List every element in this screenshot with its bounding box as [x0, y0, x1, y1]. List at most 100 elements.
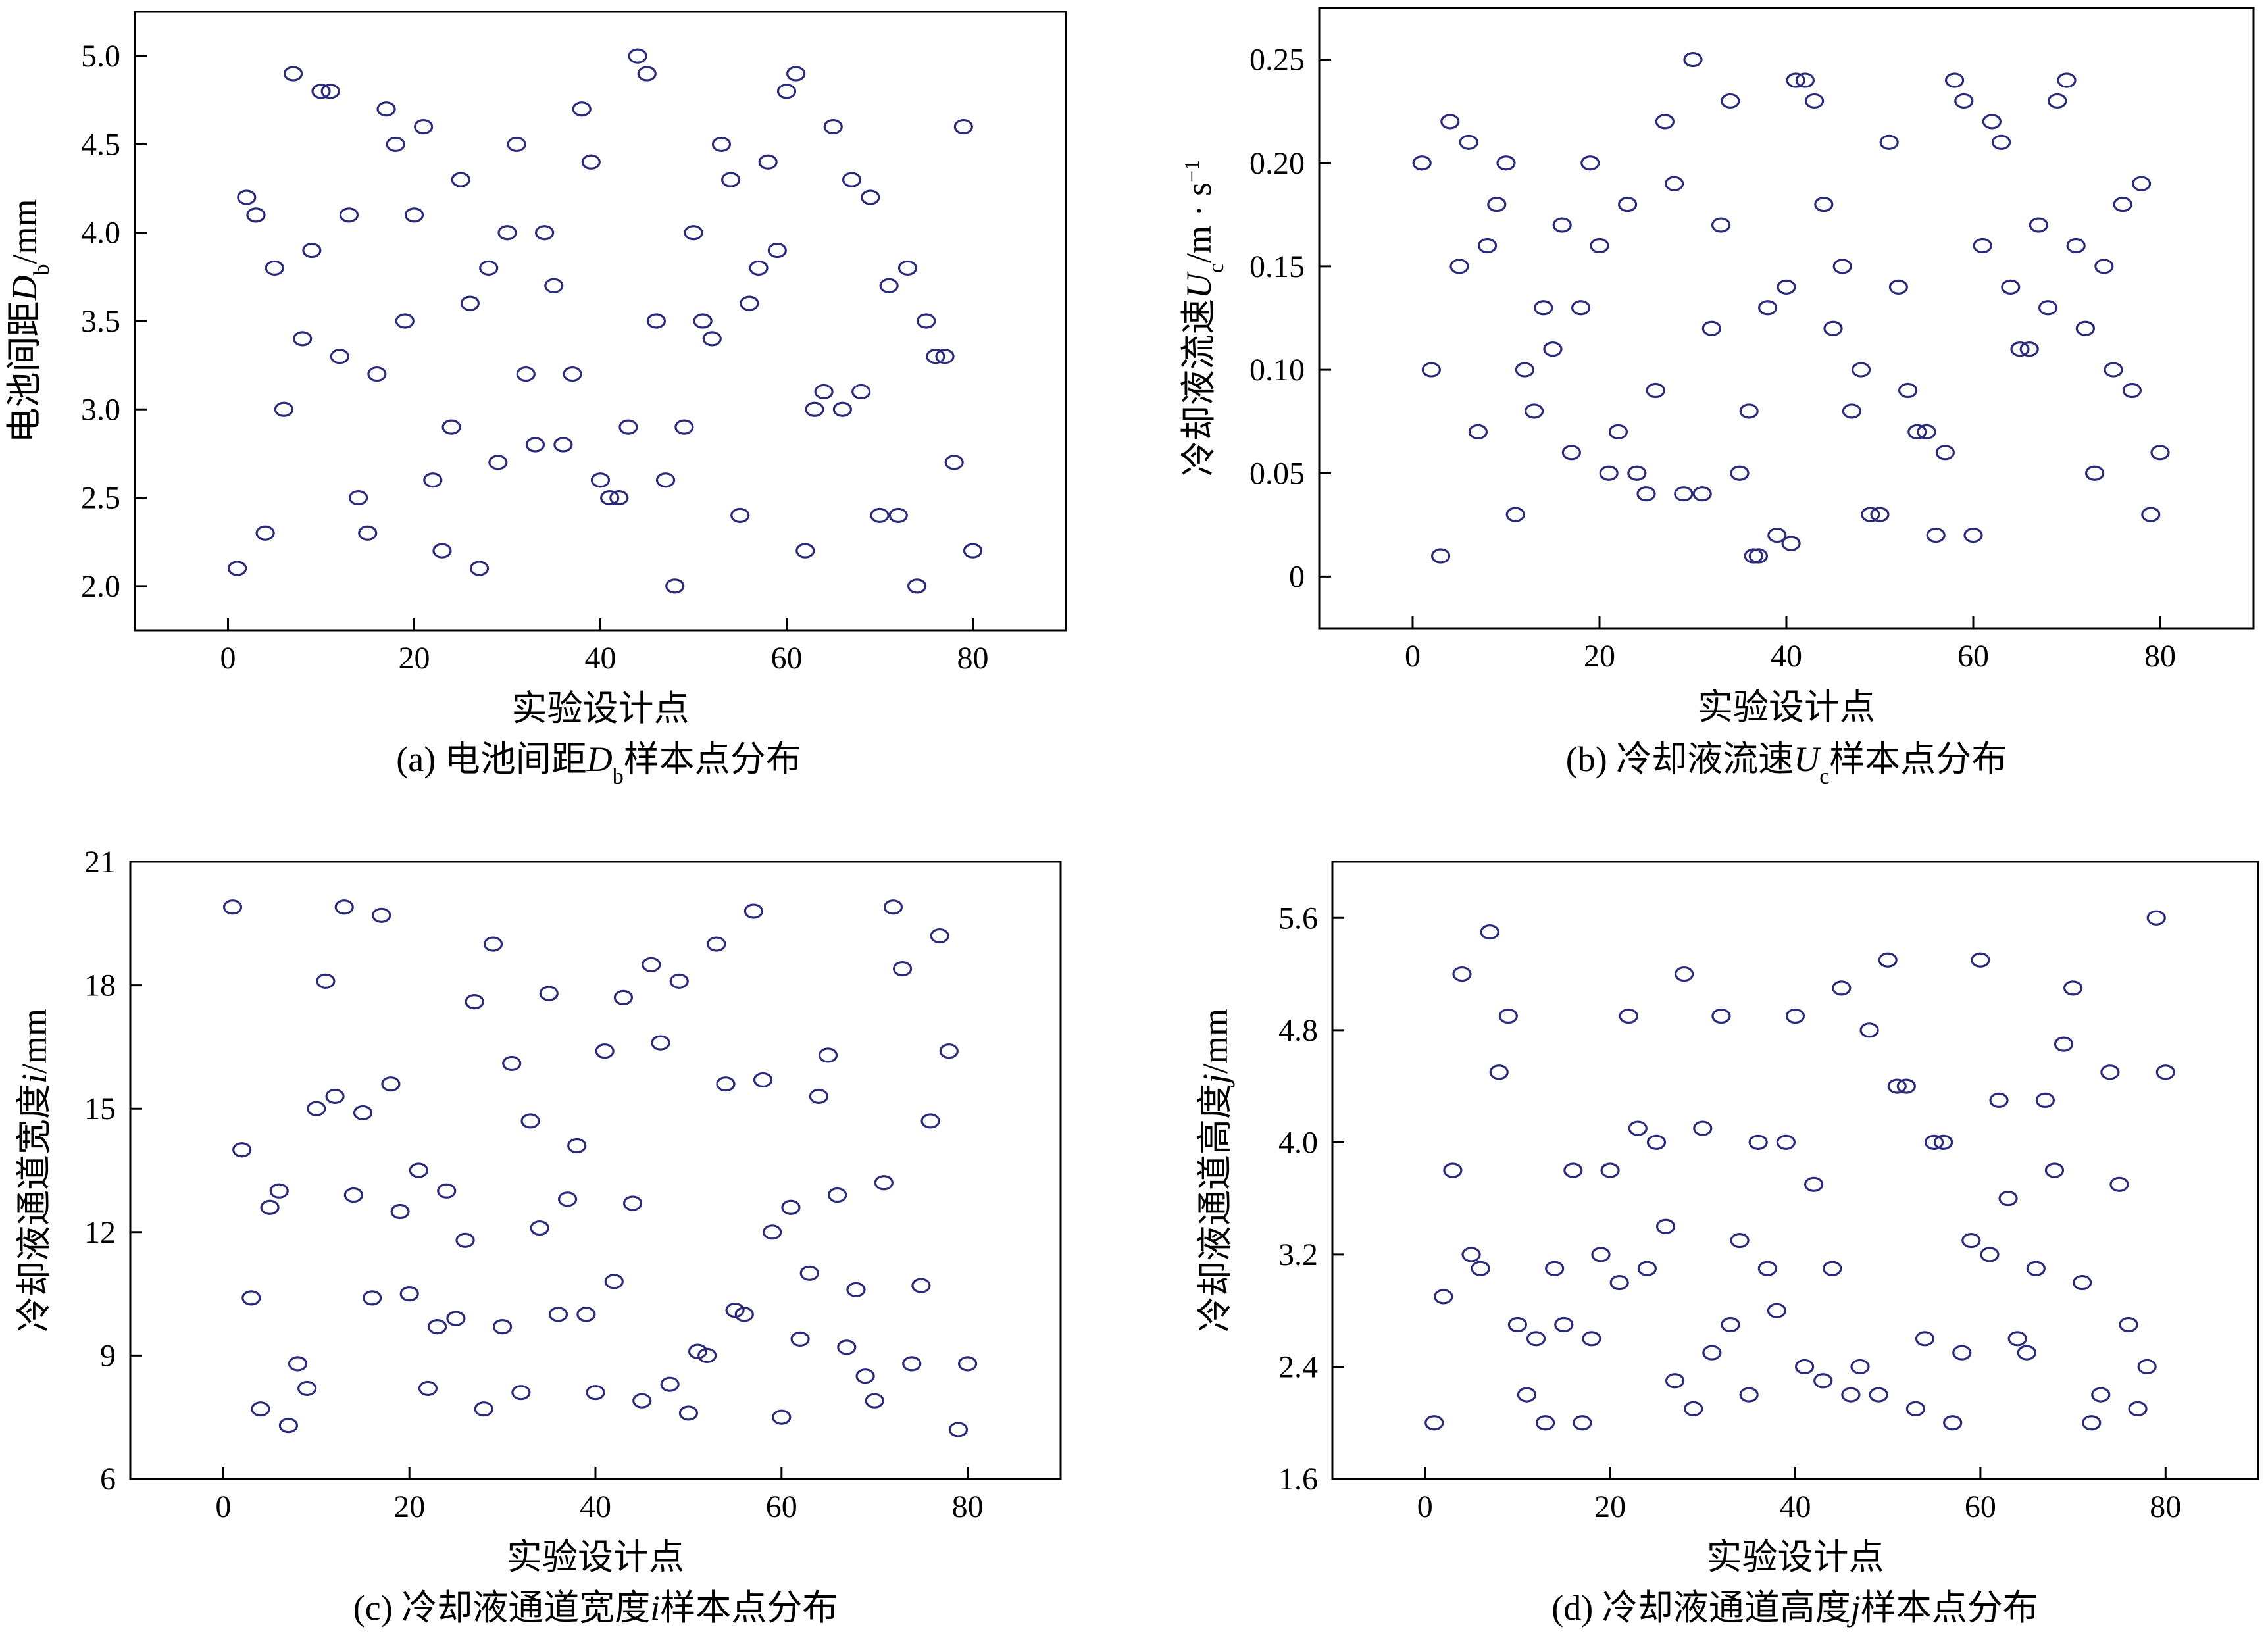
data-point	[688, 1343, 708, 1359]
data-point	[2094, 259, 2114, 274]
data-point	[2137, 1359, 2157, 1375]
x-tick-label: 60	[1965, 1489, 1996, 1524]
data-point	[548, 1307, 568, 1322]
data-point	[1608, 424, 1628, 439]
data-point	[1637, 1261, 1657, 1276]
data-point	[1878, 952, 1898, 968]
data-point	[539, 986, 559, 1001]
data-point	[805, 401, 824, 417]
data-point	[1767, 527, 1787, 543]
data-point	[655, 472, 676, 488]
data-point	[278, 1418, 298, 1434]
panel-caption-prefix: (c) 冷却液通道宽度	[353, 1588, 650, 1628]
data-point	[767, 242, 787, 259]
data-point	[553, 437, 573, 453]
y-tick-label: 2.0	[81, 569, 120, 604]
data-point	[963, 543, 983, 559]
data-point	[1980, 1247, 2000, 1262]
data-point	[740, 295, 759, 311]
data-point	[1468, 424, 1488, 439]
data-point	[711, 136, 732, 153]
y-axis-label: 冷却液流速Uc/m · s−1	[1179, 160, 1228, 476]
data-point	[1721, 93, 1740, 109]
data-point	[758, 154, 778, 170]
data-point	[1580, 155, 1600, 171]
data-point	[2119, 1316, 2138, 1333]
data-point	[1571, 300, 1591, 316]
data-point	[1665, 1373, 1685, 1389]
data-point	[1757, 1261, 1777, 1276]
data-point	[944, 455, 964, 470]
data-point	[855, 1368, 875, 1384]
panel-caption-symbol: i	[650, 1588, 660, 1628]
data-point	[343, 1187, 363, 1203]
panel-b: 0 20 40 60 80 0 0.05 0.10 0.15 0.20 0.25 实验设计点 冷却液流速…	[1179, 7, 2255, 789]
data-point	[1907, 424, 1927, 439]
panel-caption-symbol: U	[1794, 739, 1821, 779]
y-tick-label: 0.20	[1249, 146, 1305, 181]
y-tick-label: 12	[84, 1215, 116, 1250]
data-point	[2010, 341, 2030, 357]
data-point	[1934, 1134, 1953, 1150]
x-tick-label: 60	[1957, 639, 1989, 674]
data-point	[953, 118, 973, 135]
y-axis-label-suffix: /mm	[14, 1009, 54, 1074]
data-point	[246, 207, 266, 223]
y-axis-label: 冷却液通道宽度i/mm	[14, 1009, 54, 1332]
data-point	[367, 366, 387, 382]
x-tick-label: 40	[1771, 639, 1802, 674]
y-tick-label: 0.25	[1249, 43, 1305, 78]
data-point	[1478, 237, 1498, 254]
data-point	[1814, 197, 1834, 212]
data-point	[2066, 237, 2086, 254]
data-point	[1963, 527, 1983, 543]
data-point	[832, 401, 853, 417]
data-point	[516, 366, 536, 382]
data-point	[1440, 114, 1460, 130]
data-point	[1515, 362, 1534, 378]
x-axis-label: 实验设计点	[1698, 687, 1875, 727]
y-tick-label: 18	[84, 968, 116, 1003]
data-point	[572, 101, 592, 117]
data-point	[1599, 465, 1619, 481]
data-point	[511, 1385, 531, 1401]
data-point	[902, 1356, 922, 1372]
data-point	[1804, 1176, 1824, 1192]
data-point	[320, 84, 340, 99]
data-point	[2017, 1345, 2036, 1361]
data-point	[2073, 1274, 2092, 1291]
panel-caption-prefix: (a) 电池间距	[396, 739, 586, 779]
x-tick-label: 80	[952, 1489, 984, 1524]
data-point	[1431, 548, 1451, 564]
panel-caption-subscript: c	[1819, 764, 1829, 789]
data-point	[1998, 1191, 2018, 1207]
panel-caption-suffix: 样本点分布	[660, 1588, 838, 1628]
data-point	[628, 48, 647, 64]
data-point	[222, 899, 243, 915]
data-point	[1905, 1401, 1926, 1417]
x-axis-label: 实验设计点	[1707, 1537, 1884, 1577]
y-tick-label: 4.5	[81, 127, 120, 162]
data-point	[1795, 72, 1815, 88]
y-axis-label-symbol: D	[5, 276, 44, 302]
data-point	[1781, 536, 1801, 551]
data-point	[316, 973, 336, 989]
data-point	[1748, 1134, 1768, 1150]
data-point	[1434, 1289, 1453, 1305]
data-point	[330, 349, 349, 364]
data-point	[363, 1290, 382, 1306]
data-point	[2019, 341, 2039, 357]
data-point	[763, 1224, 782, 1240]
x-tick-label: 0	[220, 641, 236, 676]
y-tick-label: 0.10	[1249, 353, 1305, 387]
y-axis-label-subscript: c	[1204, 263, 1228, 273]
data-point	[1665, 176, 1684, 191]
data-point	[702, 331, 722, 347]
y-tick-label: 21	[84, 845, 116, 880]
data-point	[1561, 445, 1581, 461]
data-point	[302, 242, 322, 259]
data-point	[2109, 1176, 2129, 1192]
x-tick-label: 40	[1780, 1489, 1811, 1524]
data-point	[665, 578, 685, 594]
data-point	[939, 1043, 959, 1059]
